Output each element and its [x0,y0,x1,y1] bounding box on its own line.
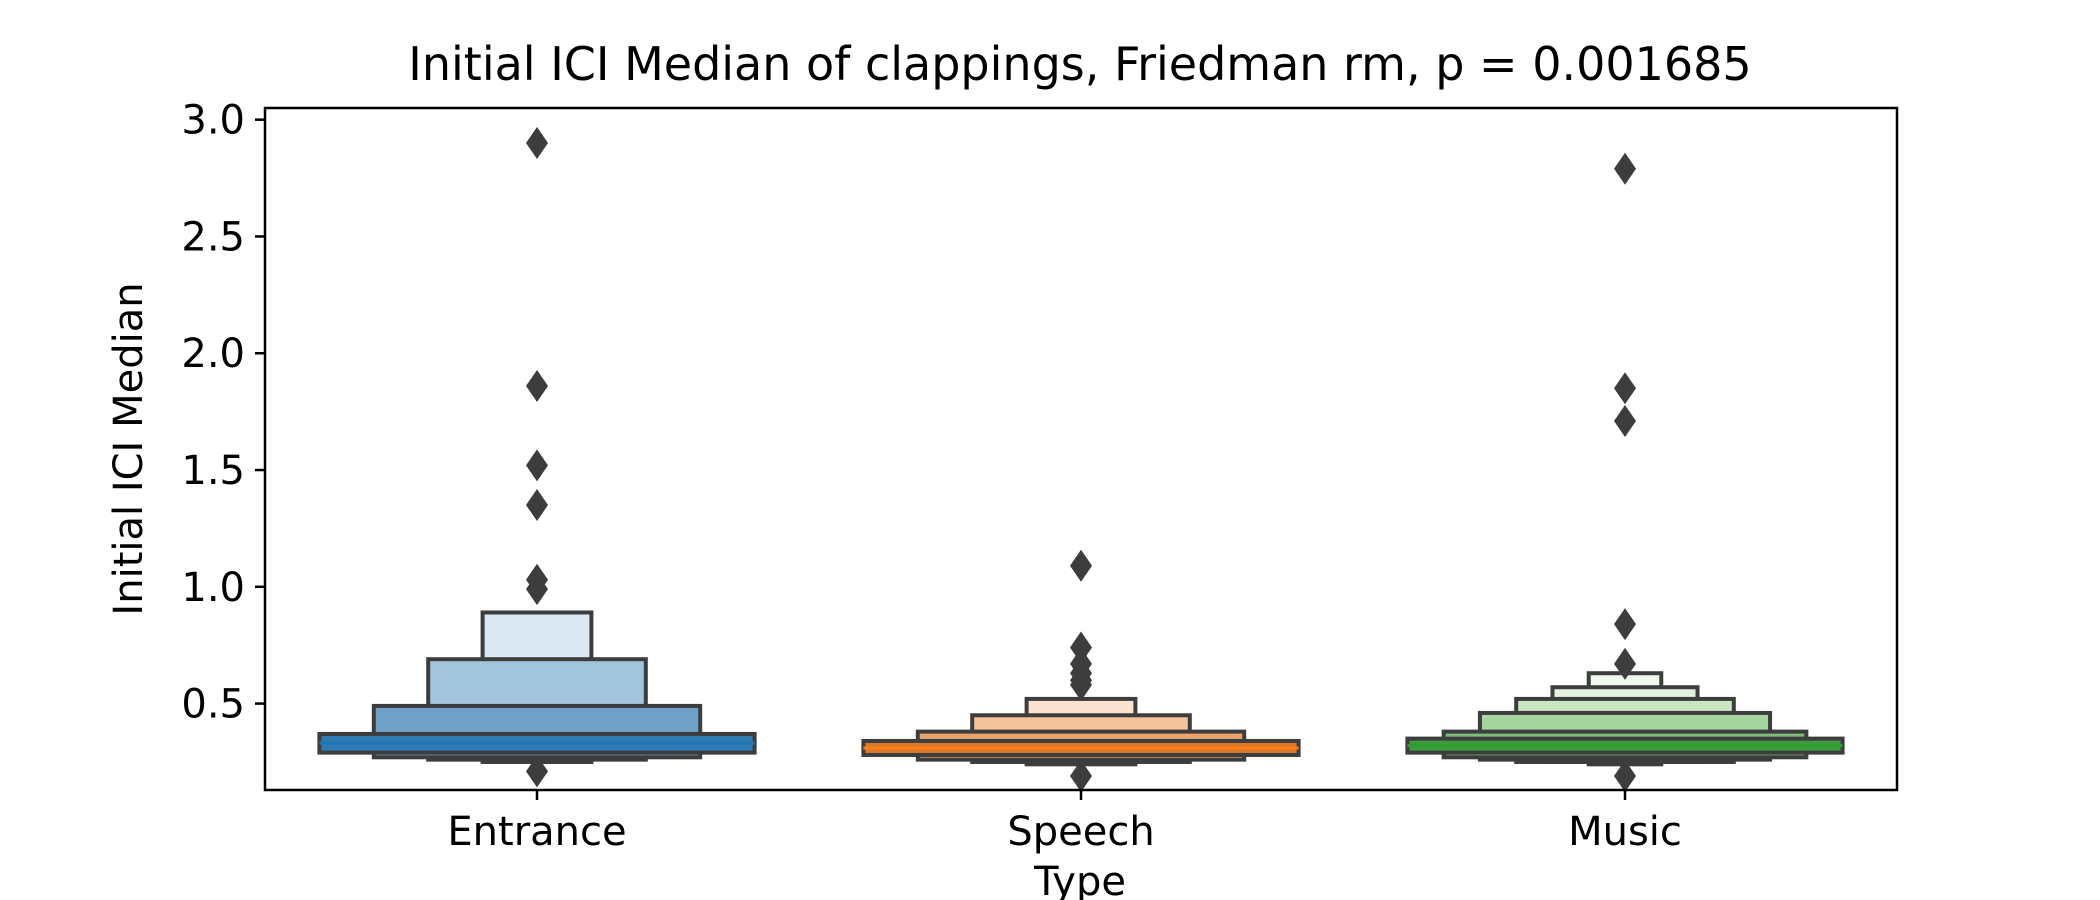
outlier-point [1614,647,1636,680]
box-group-entrance [317,127,757,788]
chart-title: Initial ICI Median of clappings, Friedma… [408,37,1751,91]
y-axis-label: Initial ICI Median [106,282,152,615]
y-axis: 0.5 1.0 1.5 2.0 2.5 3.0 [181,98,265,728]
y-tick-label: 2.5 [181,214,245,260]
outlier-point [1614,759,1636,792]
outlier-point [526,563,548,596]
outlier-point [526,755,548,788]
y-tick-label: 1.5 [181,448,245,494]
x-tick-label: Music [1568,809,1682,855]
outlier-point [1614,372,1636,405]
outlier-point [526,127,548,160]
y-tick-label: 1.0 [181,565,245,611]
y-tick-label: 2.0 [181,331,245,377]
outlier-point [1070,631,1092,664]
y-tick-label: 3.0 [181,98,245,144]
outlier-point [526,489,548,522]
outlier-point [1614,152,1636,185]
outlier-point [1070,647,1092,680]
outlier-point [1070,759,1092,792]
x-tick-label: Speech [1007,809,1154,855]
plot-area [317,127,1845,792]
box-group-music [1405,152,1845,792]
outlier-point [1614,404,1636,437]
y-tick-label: 0.5 [181,682,245,728]
outlier-point [526,449,548,482]
x-axis: Entrance Speech Music [447,790,1682,855]
outlier-point [1070,549,1092,582]
outlier-point [1614,608,1636,641]
outlier-point [526,369,548,402]
box-group-speech [861,549,1301,792]
x-axis-label: Type [1033,859,1126,900]
x-tick-label: Entrance [447,809,626,855]
